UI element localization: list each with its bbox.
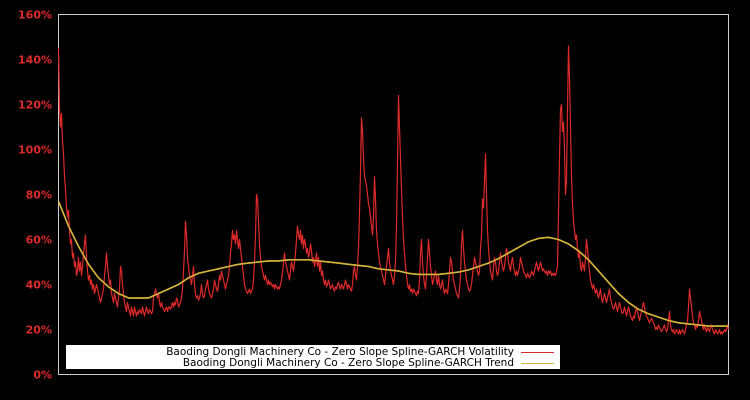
legend-label-trend: Baoding Dongli Machinery Co - Zero Slope… — [182, 357, 514, 369]
volatility-line — [57, 45, 730, 335]
y-tick-label: 160% — [18, 9, 52, 22]
plot-area-frame — [58, 14, 729, 375]
y-tick-label: 40% — [26, 279, 52, 292]
y-tick-label: 0% — [33, 369, 52, 382]
y-tick-label: 100% — [18, 144, 52, 157]
y-tick-label: 20% — [26, 324, 52, 337]
legend-label-volatility: Baoding Dongli Machinery Co - Zero Slope… — [166, 346, 514, 358]
y-tick-label: 60% — [26, 234, 52, 247]
legend: Baoding Dongli Machinery Co - Zero Slope… — [66, 345, 560, 369]
legend-swatch-trend — [521, 363, 554, 364]
y-tick-label: 80% — [26, 189, 52, 202]
y-tick-label: 120% — [18, 99, 52, 112]
legend-swatch-volatility — [521, 352, 554, 353]
y-axis-ticks: 0% 20% 40% 60% 80% 100% 120% 140% 160% — [18, 9, 52, 382]
trend-line-overlay — [57, 201, 729, 327]
y-tick-label: 140% — [18, 54, 52, 67]
